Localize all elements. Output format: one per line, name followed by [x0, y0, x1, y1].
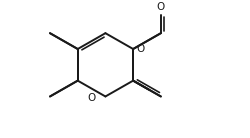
Text: O: O	[157, 2, 165, 12]
Text: O: O	[88, 94, 96, 104]
Text: O: O	[136, 44, 144, 54]
